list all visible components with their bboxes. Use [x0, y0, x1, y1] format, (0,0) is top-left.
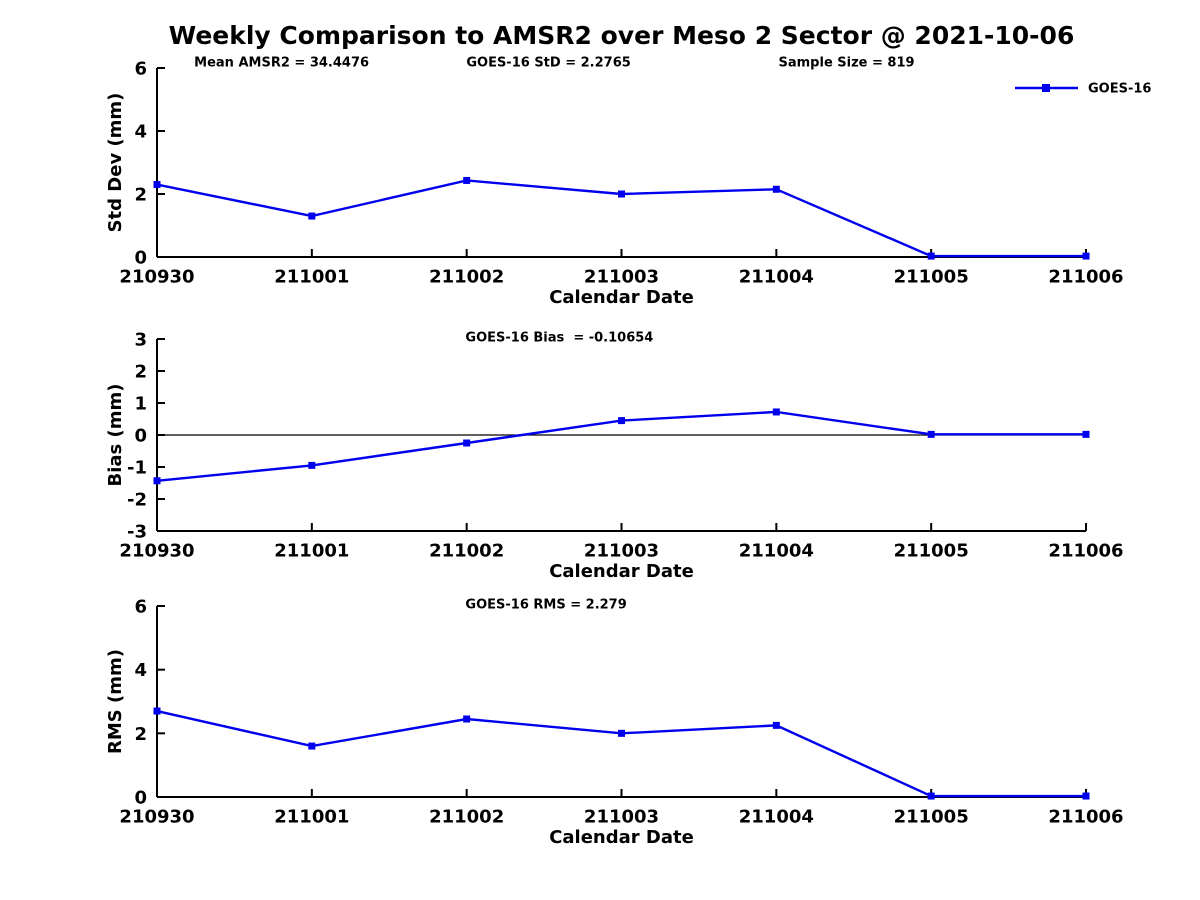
x-tick-label: 211001: [274, 267, 349, 288]
y-tick-label: -3: [127, 522, 147, 543]
data-point-marker: [927, 252, 935, 260]
data-point-marker: [618, 729, 625, 737]
annotation: GOES-16 StD = 2.2765: [466, 56, 630, 71]
x-tick-label: 211004: [739, 267, 814, 288]
data-point-marker: [1082, 430, 1090, 438]
x-tick-label: 211002: [429, 807, 504, 828]
data-point-marker: [772, 721, 780, 729]
x-tick-label: 211004: [739, 807, 814, 828]
y-axis-title: Bias (mm): [105, 384, 126, 487]
x-axis-title: Calendar Date: [549, 287, 694, 308]
y-tick-label: 4: [134, 660, 147, 681]
data-point-marker: [308, 742, 316, 750]
x-tick-label: 211003: [584, 807, 659, 828]
x-tick-label: 210930: [119, 541, 194, 562]
data-point-marker: [772, 408, 780, 416]
data-point-marker: [927, 430, 935, 438]
y-tick-label: 0: [134, 788, 147, 809]
x-tick-label: 211004: [739, 541, 814, 562]
x-tick-label: 211006: [1048, 541, 1123, 562]
data-point-marker: [618, 190, 625, 198]
x-tick-label: 211005: [894, 541, 969, 562]
data-point-marker: [463, 439, 471, 447]
data-point-marker: [463, 176, 471, 184]
y-tick-label: 1: [134, 394, 147, 415]
annotation: GOES-16 Bias = -0.10654: [465, 331, 653, 346]
x-tick-label: 211001: [274, 807, 349, 828]
data-point-marker: [153, 181, 161, 189]
data-point-marker: [618, 417, 625, 425]
annotation: Mean AMSR2 = 34.4476: [194, 56, 369, 71]
data-point-marker: [308, 212, 316, 220]
x-tick-label: 211006: [1048, 807, 1123, 828]
x-tick-label: 211003: [584, 267, 659, 288]
legend: GOES-16: [1015, 82, 1151, 97]
subplot-std-dev-mm: 0 2 4 6 210930 211001 211002 211003 211004 211005…: [105, 56, 1151, 309]
x-axis-title: Calendar Date: [549, 561, 694, 582]
data-point-marker: [153, 707, 161, 715]
x-tick-label: 210930: [119, 267, 194, 288]
data-point-marker: [308, 461, 316, 469]
data-point-marker: [463, 715, 471, 723]
figure-title: Weekly Comparison to AMSR2 over Meso 2 S…: [168, 21, 1075, 50]
x-axis-title: Calendar Date: [549, 827, 694, 848]
annotation: GOES-16 RMS = 2.279: [465, 598, 626, 613]
x-tick-label: 210930: [119, 807, 194, 828]
y-tick-label: 0: [134, 248, 147, 269]
data-point-marker: [1082, 252, 1090, 260]
y-tick-label: 0: [134, 426, 147, 447]
y-tick-label: 6: [134, 59, 147, 80]
legend-label: GOES-16: [1088, 82, 1151, 97]
x-tick-label: 211002: [429, 541, 504, 562]
y-axis-title: RMS (mm): [105, 649, 126, 754]
annotation: Sample Size = 819: [779, 56, 915, 71]
data-point-marker: [153, 477, 161, 485]
legend-marker: [1042, 84, 1050, 92]
subplot-bias-mm: -3 -2 -1 0 1 2 3 210930 211001 211002 211003 211004…: [105, 330, 1124, 583]
y-tick-label: -2: [127, 490, 147, 511]
y-tick-label: 2: [134, 362, 147, 383]
data-point-marker: [772, 185, 780, 193]
series-line-goes-16: [156, 709, 1086, 798]
x-tick-label: 211001: [274, 541, 349, 562]
y-tick-label: 2: [134, 724, 147, 745]
subplot-rms-mm: 0 2 4 6 210930 211001 211002 211003 211004 211005…: [105, 597, 1124, 849]
x-tick-label: 211003: [584, 541, 659, 562]
y-tick-label: 4: [134, 122, 147, 143]
x-tick-label: 211002: [429, 267, 504, 288]
y-tick-label: 3: [134, 330, 147, 351]
y-axis-title: Std Dev (mm): [105, 93, 126, 233]
x-tick-label: 211005: [894, 267, 969, 288]
x-tick-label: 211006: [1048, 267, 1123, 288]
x-tick-label: 211005: [894, 807, 969, 828]
y-tick-label: 6: [134, 597, 147, 618]
data-point-marker: [927, 792, 935, 800]
y-tick-label: 2: [134, 185, 147, 206]
data-point-marker: [1082, 792, 1090, 800]
y-tick-label: -1: [127, 458, 147, 479]
